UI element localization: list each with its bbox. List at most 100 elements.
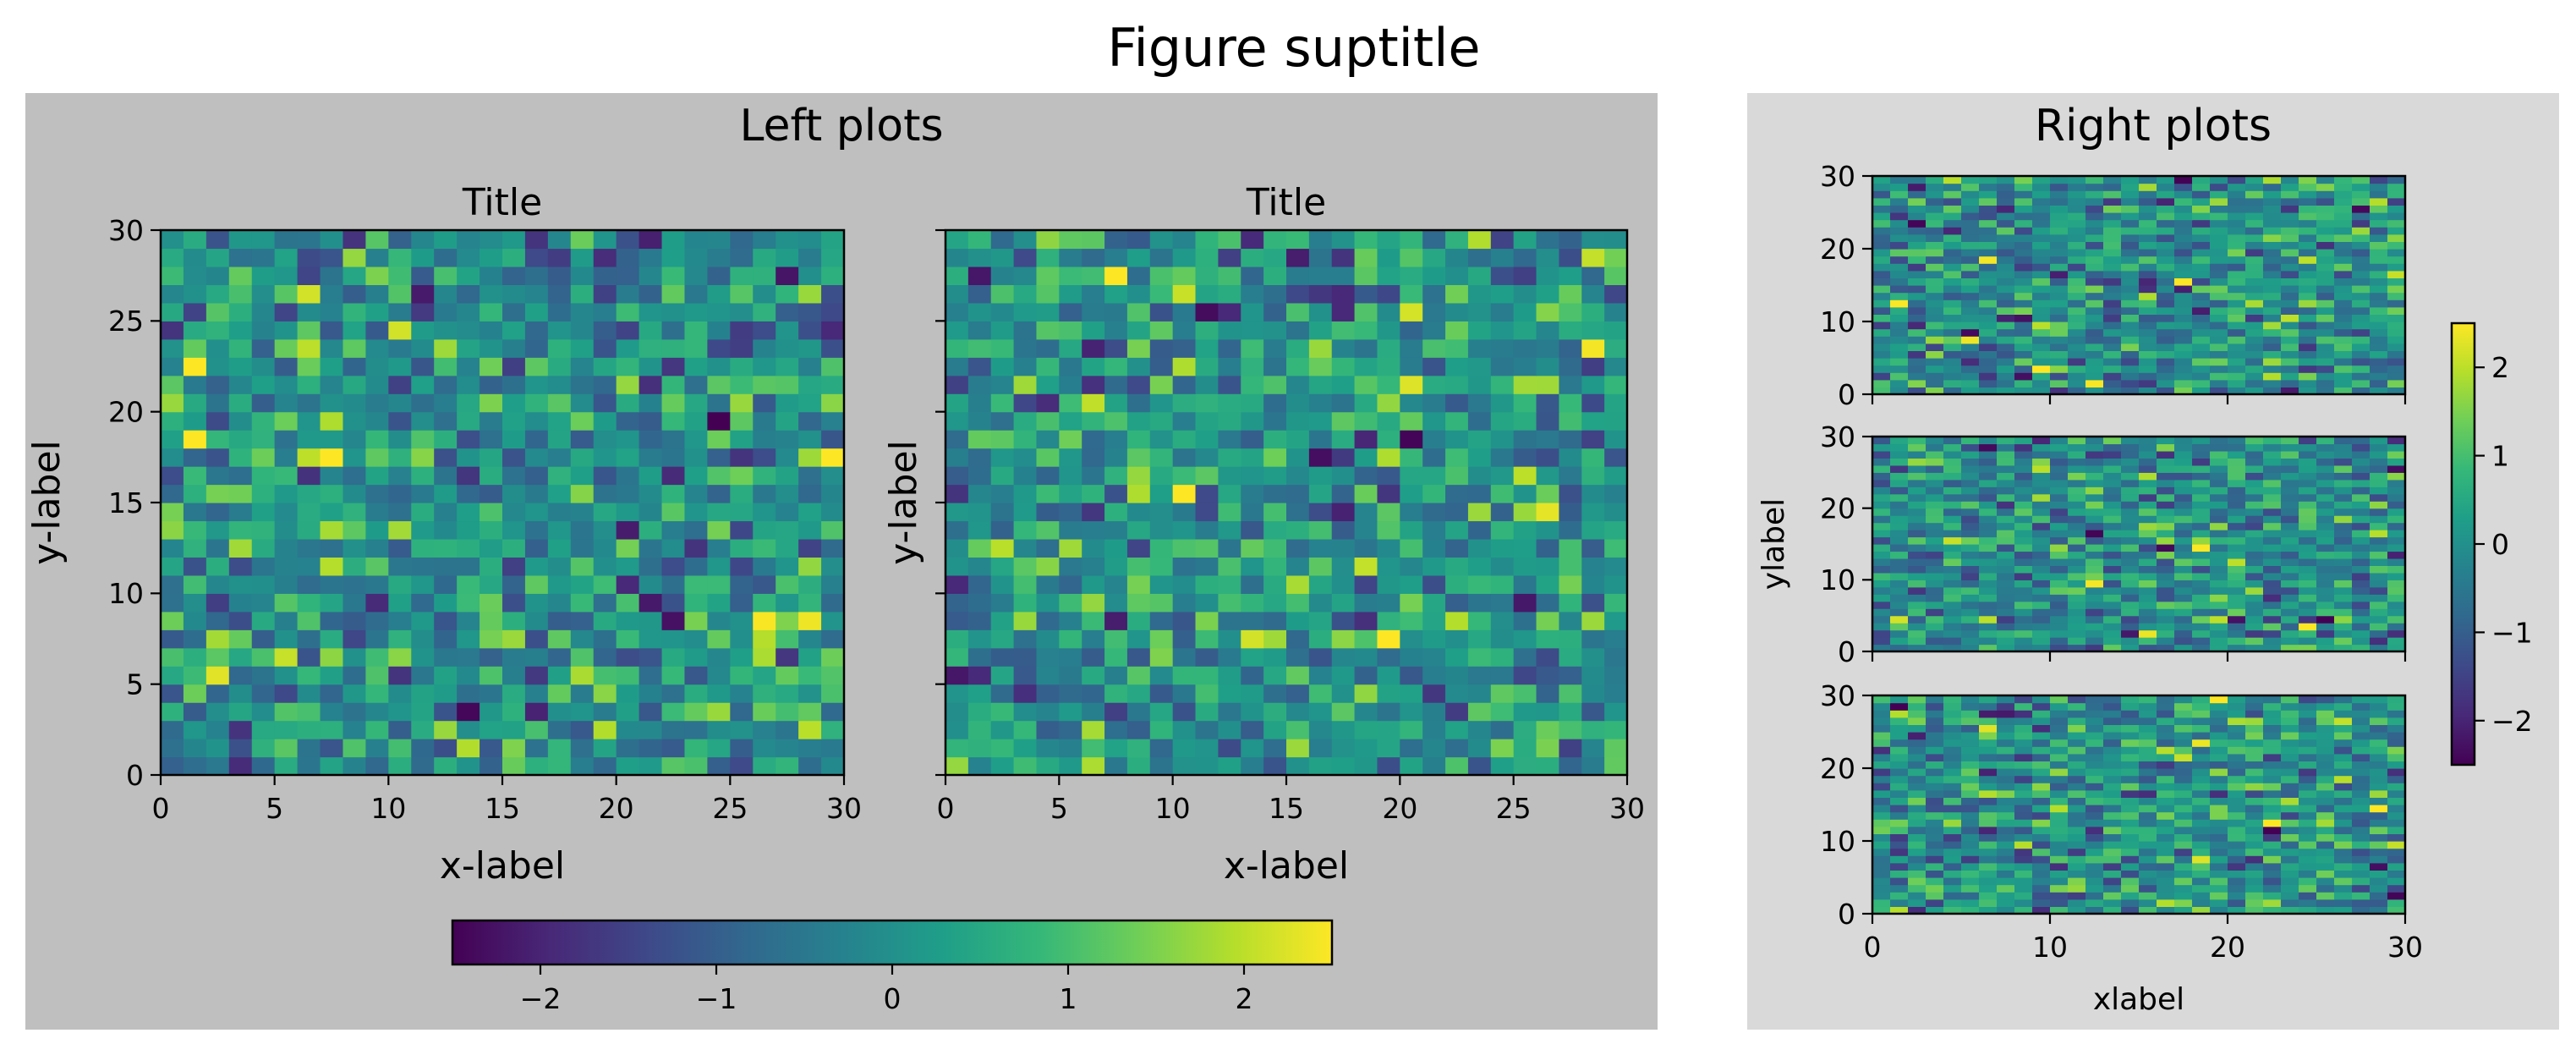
heatmap-cell — [821, 284, 845, 304]
heatmap-cell — [434, 720, 458, 739]
heatmap-cell — [1354, 739, 1378, 758]
heatmap-cell — [2014, 176, 2033, 184]
heatmap-cell — [2281, 608, 2299, 617]
heatmap-cell — [2370, 833, 2388, 842]
heatmap-cell — [798, 756, 822, 776]
heatmap-cell — [1536, 702, 1559, 722]
heatmap-cell — [2299, 464, 2317, 473]
heatmap-cell — [821, 448, 845, 467]
heatmap-cell — [2210, 775, 2228, 783]
heatmap-cell — [730, 720, 754, 739]
heatmap-cell — [2157, 789, 2175, 798]
heatmap-cell — [320, 611, 344, 630]
heatmap-cell — [2334, 358, 2353, 366]
heatmap-cell — [2139, 826, 2157, 834]
heatmap-cell — [707, 629, 731, 649]
heatmap-cell — [2032, 805, 2051, 813]
heatmap-cell — [1997, 862, 2015, 871]
heatmap-cell — [945, 574, 969, 594]
heatmap-cell — [2281, 761, 2299, 769]
heatmap-cell — [388, 284, 412, 304]
heatmap-cell — [2387, 775, 2406, 783]
heatmap-cell — [1997, 797, 2015, 805]
heatmap-cell — [2139, 819, 2157, 827]
heatmap-cell — [1559, 302, 1582, 321]
heatmap-cell — [2014, 702, 2033, 711]
heatmap-cell — [1400, 284, 1423, 304]
heatmap-cell — [2085, 884, 2104, 893]
heatmap-cell — [1149, 629, 1174, 649]
heatmap-cell — [2050, 637, 2069, 646]
heatmap-cell — [2263, 387, 2282, 395]
heatmap-cell — [1263, 393, 1287, 413]
heatmap-cell — [821, 520, 845, 540]
heatmap-cell — [2050, 594, 2069, 602]
heatmap-cell — [320, 357, 344, 376]
heatmap-cell — [1890, 530, 1909, 538]
heatmap-cell — [2387, 183, 2406, 191]
heatmap-cell — [2334, 805, 2353, 813]
heatmap-cell — [2228, 343, 2246, 351]
heatmap-cell — [2210, 234, 2228, 242]
heatmap-cell — [1422, 756, 1446, 776]
heatmap-cell — [2014, 544, 2033, 552]
heatmap-cell — [2228, 783, 2246, 791]
heatmap-cell — [1059, 503, 1082, 522]
heatmap-cell — [2085, 644, 2104, 652]
heatmap-cell — [2210, 328, 2228, 337]
heatmap-cell — [2370, 472, 2388, 481]
heatmap-cell — [1354, 466, 1378, 486]
heatmap-cell — [2157, 299, 2175, 308]
heatmap-cell — [2299, 501, 2317, 509]
heatmap-cell — [1286, 375, 1310, 394]
heatmap-cell — [2085, 898, 2104, 907]
heatmap-cell — [2032, 372, 2051, 381]
heatmap-cell — [1513, 666, 1537, 685]
heatmap-cell — [2174, 263, 2193, 272]
heatmap-cell — [1013, 739, 1038, 758]
heatmap-cell — [2139, 501, 2157, 509]
heatmap-cell — [1979, 629, 1998, 638]
heatmap-cell — [2121, 608, 2140, 617]
heatmap-cell — [2370, 702, 2388, 711]
heatmap-cell — [616, 411, 640, 431]
heatmap-cell — [1377, 503, 1400, 522]
heatmap-cell — [1943, 270, 1962, 278]
heatmap-cell — [2334, 565, 2353, 574]
heatmap-cell — [2103, 212, 2122, 221]
heatmap-cell — [1263, 284, 1287, 304]
heatmap-cell — [1241, 484, 1264, 503]
heatmap-cell — [1013, 266, 1038, 285]
heatmap-cell — [1059, 520, 1082, 540]
heatmap-cell — [2014, 358, 2033, 366]
heatmap-cell — [2192, 848, 2211, 856]
heatmap-cell — [1286, 538, 1310, 558]
heatmap-cell — [1961, 285, 1980, 294]
heatmap-cell — [2316, 848, 2335, 856]
heatmap-cell — [990, 321, 1015, 340]
heatmap-cell — [524, 647, 549, 667]
heatmap-cell — [1581, 520, 1605, 540]
heatmap-cell — [990, 484, 1015, 503]
heatmap-cell — [1872, 797, 1891, 805]
heatmap-cell — [798, 484, 822, 503]
heatmap-cell — [2387, 833, 2406, 842]
heatmap-cell — [2299, 277, 2317, 286]
heatmap-cell — [274, 321, 299, 340]
heatmap-cell — [684, 629, 708, 649]
heatmap-cell — [2210, 263, 2228, 272]
heatmap-cell — [2299, 212, 2317, 221]
heatmap-cell — [570, 557, 595, 576]
heatmap-cell — [2103, 775, 2122, 783]
heatmap-cell — [2299, 870, 2317, 878]
heatmap-cell — [2068, 637, 2086, 646]
heatmap-cell — [2032, 746, 2051, 755]
heatmap-cell — [2334, 811, 2353, 820]
heatmap-cell — [2103, 479, 2122, 487]
heatmap-cell — [2014, 277, 2033, 286]
heatmap-cell — [1104, 666, 1128, 685]
heatmap-cell — [2352, 358, 2370, 366]
heatmap-cell — [1890, 580, 1909, 588]
heatmap-cell — [1308, 466, 1333, 486]
heatmap-cell — [2121, 710, 2140, 718]
